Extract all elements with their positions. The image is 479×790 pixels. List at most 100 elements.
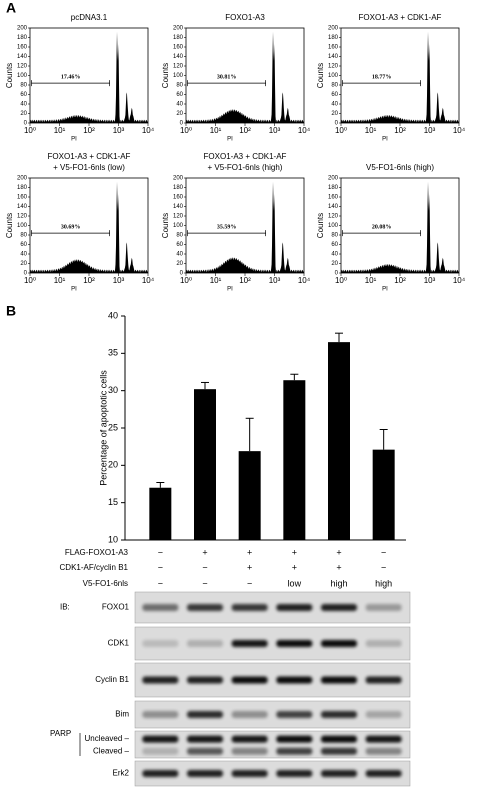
y-tick-label: 25 xyxy=(108,422,118,432)
y-tick-label: 100 xyxy=(328,223,339,229)
y-tick-label: 20 xyxy=(176,261,183,267)
y-tick-label: 15 xyxy=(108,497,118,507)
blot-band xyxy=(231,604,268,611)
y-tick-label: 40 xyxy=(20,252,27,258)
plot-frame xyxy=(29,177,149,274)
blot-band xyxy=(365,604,402,611)
x-tick-label: 10² xyxy=(239,276,251,285)
y-tick-label: 80 xyxy=(176,83,183,89)
blot-band xyxy=(321,640,357,647)
x-axis-label: PI xyxy=(382,287,388,293)
blot-band xyxy=(321,735,357,743)
condition-cell: + xyxy=(202,547,207,557)
y-axis-label: Counts xyxy=(5,213,14,238)
condition-cell: − xyxy=(202,578,207,588)
bar xyxy=(194,389,216,540)
histogram xyxy=(341,31,459,123)
y-tick-label: 80 xyxy=(20,83,27,89)
x-tick-label: 10¹ xyxy=(54,276,66,285)
y-tick-label: 40 xyxy=(176,102,183,108)
plot-frame xyxy=(340,27,460,124)
blot-band xyxy=(231,640,268,647)
plot-frame xyxy=(185,177,305,274)
y-tick-label: 60 xyxy=(331,92,338,98)
condition-cell: − xyxy=(381,547,386,557)
y-tick-label: 20 xyxy=(176,111,183,117)
y-tick-label: 140 xyxy=(328,54,339,60)
blot-label: Cyclin B1 xyxy=(95,675,129,684)
blot-band xyxy=(142,676,179,684)
y-tick-label: 80 xyxy=(331,233,338,239)
blot-band xyxy=(321,711,357,718)
x-tick-label: 10³ xyxy=(269,126,281,135)
x-tick-label: 10⁰ xyxy=(180,126,192,135)
plot-frame xyxy=(29,27,149,124)
condition-label: CDK1-AF/cyclin B1 xyxy=(60,563,129,572)
y-tick-label: 140 xyxy=(173,54,184,60)
blot-panel xyxy=(134,626,411,661)
y-tick-label: 180 xyxy=(173,35,184,41)
y-tick-label: 100 xyxy=(17,223,28,229)
blot-band xyxy=(321,604,357,611)
plot-title: + V5-FO1-6nls (high) xyxy=(208,163,283,172)
condition-label: V5-FO1-6nls xyxy=(83,579,128,588)
x-tick-label: 10² xyxy=(394,126,406,135)
error-bar xyxy=(156,482,165,488)
blot-label: Uncleaved – xyxy=(85,734,130,743)
plot-frame xyxy=(340,177,460,274)
blot-band xyxy=(187,711,223,718)
condition-cell: + xyxy=(336,547,341,557)
x-tick-label: 10² xyxy=(394,276,406,285)
y-axis-label: Counts xyxy=(161,63,170,88)
condition-cell: − xyxy=(202,562,207,572)
y-tick-label: 100 xyxy=(173,223,184,229)
condition-cell: − xyxy=(381,562,386,572)
bar xyxy=(372,449,395,540)
blot-band xyxy=(276,711,313,718)
y-tick-label: 200 xyxy=(328,176,339,182)
y-tick-label: 20 xyxy=(108,460,118,470)
blot-band xyxy=(231,711,268,718)
y-tick-label: 0 xyxy=(180,271,184,277)
blot-band xyxy=(321,770,357,777)
plot-title: + V5-FO1-6nls (low) xyxy=(53,163,125,172)
x-tick-label: 10⁰ xyxy=(24,126,36,135)
y-tick-label: 140 xyxy=(17,54,28,60)
blot-band xyxy=(231,676,268,684)
x-tick-label: 10³ xyxy=(113,276,125,285)
blot-panel xyxy=(134,700,411,729)
panel-label: B xyxy=(6,303,16,319)
y-tick-label: 120 xyxy=(17,64,28,70)
blot-band xyxy=(187,747,223,755)
y-tick-label: 35 xyxy=(108,348,118,358)
y-tick-label: 60 xyxy=(176,92,183,98)
blot-band xyxy=(142,735,179,743)
y-tick-label: 0 xyxy=(180,121,184,127)
plot-title: FOXO1-A3 xyxy=(225,13,265,22)
x-tick-label: 10⁴ xyxy=(142,276,155,285)
blot-band xyxy=(142,640,179,647)
blot-band xyxy=(365,676,402,684)
y-axis-label: Percentage of apoptotic cells xyxy=(98,370,108,486)
ib-label: IB: xyxy=(60,603,70,612)
blot-panel xyxy=(134,730,411,759)
condition-cell: − xyxy=(158,547,163,557)
y-tick-label: 60 xyxy=(176,242,183,248)
x-tick-label: 10⁰ xyxy=(180,276,192,285)
x-tick-label: 10³ xyxy=(424,276,436,285)
y-tick-label: 180 xyxy=(173,185,184,191)
bar xyxy=(283,380,306,540)
y-tick-label: 20 xyxy=(20,111,27,117)
x-tick-label: 10⁰ xyxy=(335,126,347,135)
blot-label: Erk2 xyxy=(113,769,130,778)
plot-title: pcDNA3.1 xyxy=(71,13,108,22)
x-tick-label: 10⁰ xyxy=(24,276,36,285)
y-tick-label: 0 xyxy=(335,271,339,277)
x-tick-label: 10⁴ xyxy=(453,276,466,285)
blot-band xyxy=(365,711,402,718)
gate-label: 35.59% xyxy=(217,224,237,230)
y-tick-label: 40 xyxy=(176,252,183,258)
x-tick-label: 10⁴ xyxy=(453,126,466,135)
x-tick-label: 10² xyxy=(239,126,251,135)
